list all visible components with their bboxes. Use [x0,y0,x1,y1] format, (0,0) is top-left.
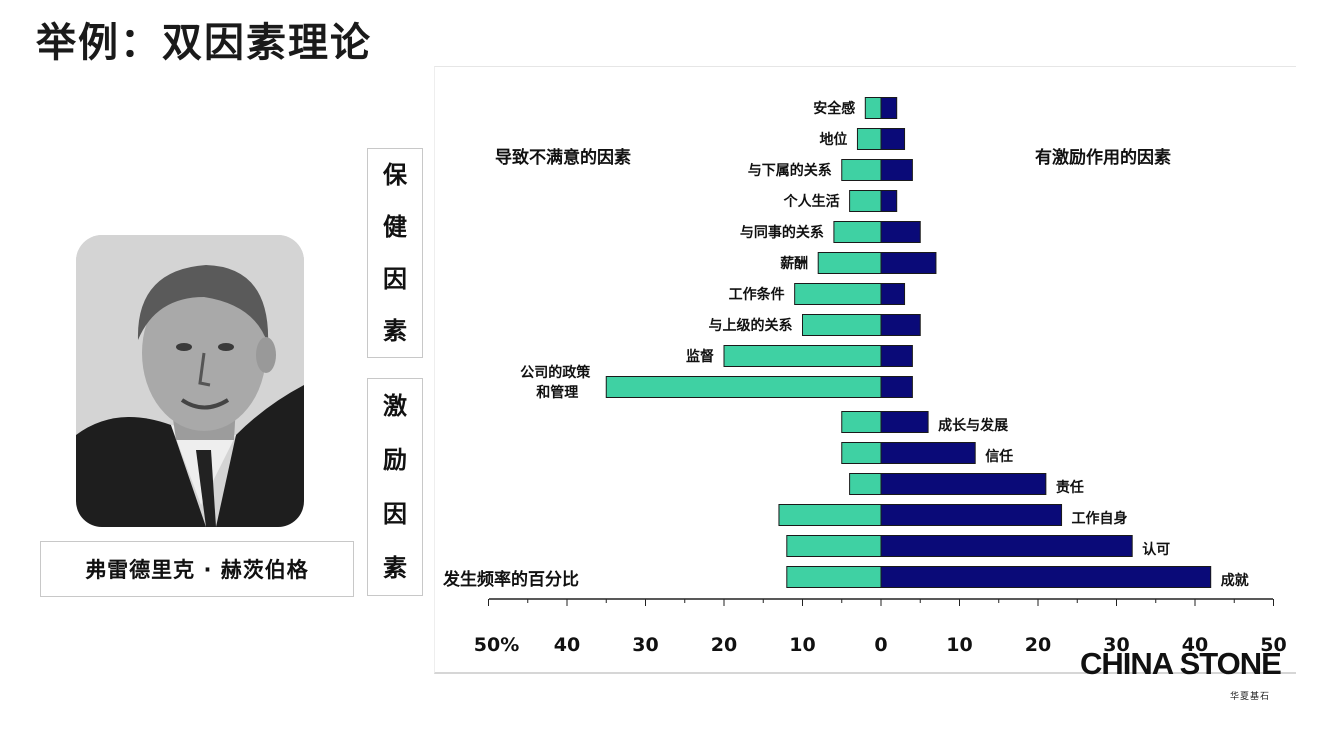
factor-label: 与下属的关系 [748,162,832,179]
factor-label: 工作自身 [1072,510,1128,527]
x-tick-label: 20 [711,634,737,656]
motivator-bar [880,190,898,212]
motivator-bar [880,504,1063,526]
motivator-bar [880,473,1047,495]
factor-label: 安全感 [813,100,855,117]
motivator-bar [880,566,1212,588]
dissatisfier-bar [841,442,882,464]
dissatisfier-bar [849,190,882,212]
motivator-char: 因 [383,500,407,528]
x-tick-label: 30 [632,634,658,656]
motivator-char: 素 [383,554,407,582]
factor-label: 监督 [686,348,714,365]
dissatisfier-bar [864,97,882,119]
motivator-char: 激 [383,392,407,420]
dissatisfier-bar [841,159,882,181]
dissatisfier-bar [817,252,882,274]
dissatisfier-bar [802,314,882,336]
motivator-bar [880,283,906,305]
factor-label: 与上级的关系 [709,317,793,334]
x-tick-label: 20 [1025,634,1051,656]
x-tick-label: 50% [474,634,519,656]
hygiene-char: 健 [383,213,407,241]
factor-label: 公司的政策 [520,364,591,381]
dissatisfier-bar [833,221,882,243]
motivator-bar [880,128,906,150]
motivator-bar [880,442,976,464]
factor-label: 个人生活 [783,193,840,210]
hygiene-factor-box: 保 健 因 素 [367,148,423,358]
dissatisfier-bar [849,473,882,495]
china-stone-logo: CHINA STONE 华夏基石 [1080,642,1296,720]
motivator-bar [880,376,913,398]
right-header: 有激励作用的因素 [1035,147,1171,168]
motivator-char: 励 [383,446,407,474]
portrait-photo [76,235,304,527]
motivator-bar [880,252,937,274]
x-axis-label: 发生频率的百分比 [442,569,579,590]
factor-label: 工作条件 [729,286,785,303]
factor-label: 认可 [1142,541,1170,558]
motivator-bar [880,535,1133,557]
factor-label: 薪酬 [780,255,808,272]
x-tick-label: 40 [1182,634,1208,656]
two-factor-chart: 导致不满意的因素 有激励作用的因素 安全感地位与下属的关系个人生活与同事的关系薪酬工… [442,97,1287,656]
motivator-bar [880,97,898,119]
factor-label: 责任 [1056,479,1084,496]
dissatisfier-bar [723,345,882,367]
slide-title: 举例：双因素理论 [36,20,372,66]
factor-label: 地位 [819,131,847,148]
motivator-bar [880,411,929,433]
left-header: 导致不满意的因素 [495,147,631,168]
x-tick-label: 10 [789,634,815,656]
x-tick-label: 10 [946,634,972,656]
motivator-bar [880,345,913,367]
person-name-label: 弗雷德里克 · 赫茨伯格 [40,541,354,597]
factor-label: 与同事的关系 [740,224,824,241]
x-tick-label: 40 [554,634,580,656]
dissatisfier-bar [856,128,882,150]
motivator-bar [880,221,921,243]
dissatisfier-bar [794,283,882,305]
motivator-bar [880,159,913,181]
x-tick-label: 50 [1260,634,1286,656]
chart-panel: 导致不满意的因素 有激励作用的因素 安全感地位与下属的关系个人生活与同事的关系薪酬工… [434,66,1296,674]
hygiene-char: 保 [383,161,407,189]
motivator-bar [880,314,921,336]
dissatisfier-bar [786,566,882,588]
hygiene-char: 因 [383,265,407,293]
motivator-factor-box: 激 励 因 素 [367,378,423,596]
dissatisfier-bar [605,376,882,398]
factor-label: 信任 [985,448,1013,465]
dissatisfier-bar [841,411,882,433]
logo-subtitle: 华夏基石 [1230,692,1271,702]
dissatisfier-bar [778,504,882,526]
factor-label: 和管理 [536,384,578,401]
logo-text: CHINA STONE [1080,646,1282,681]
factor-label: 成就 [1221,572,1249,589]
x-tick-label: 30 [1103,634,1129,656]
x-tick-label: 0 [874,634,887,656]
hygiene-char: 素 [383,317,407,345]
dissatisfier-bar [786,535,882,557]
factor-label: 成长与发展 [938,417,1008,434]
